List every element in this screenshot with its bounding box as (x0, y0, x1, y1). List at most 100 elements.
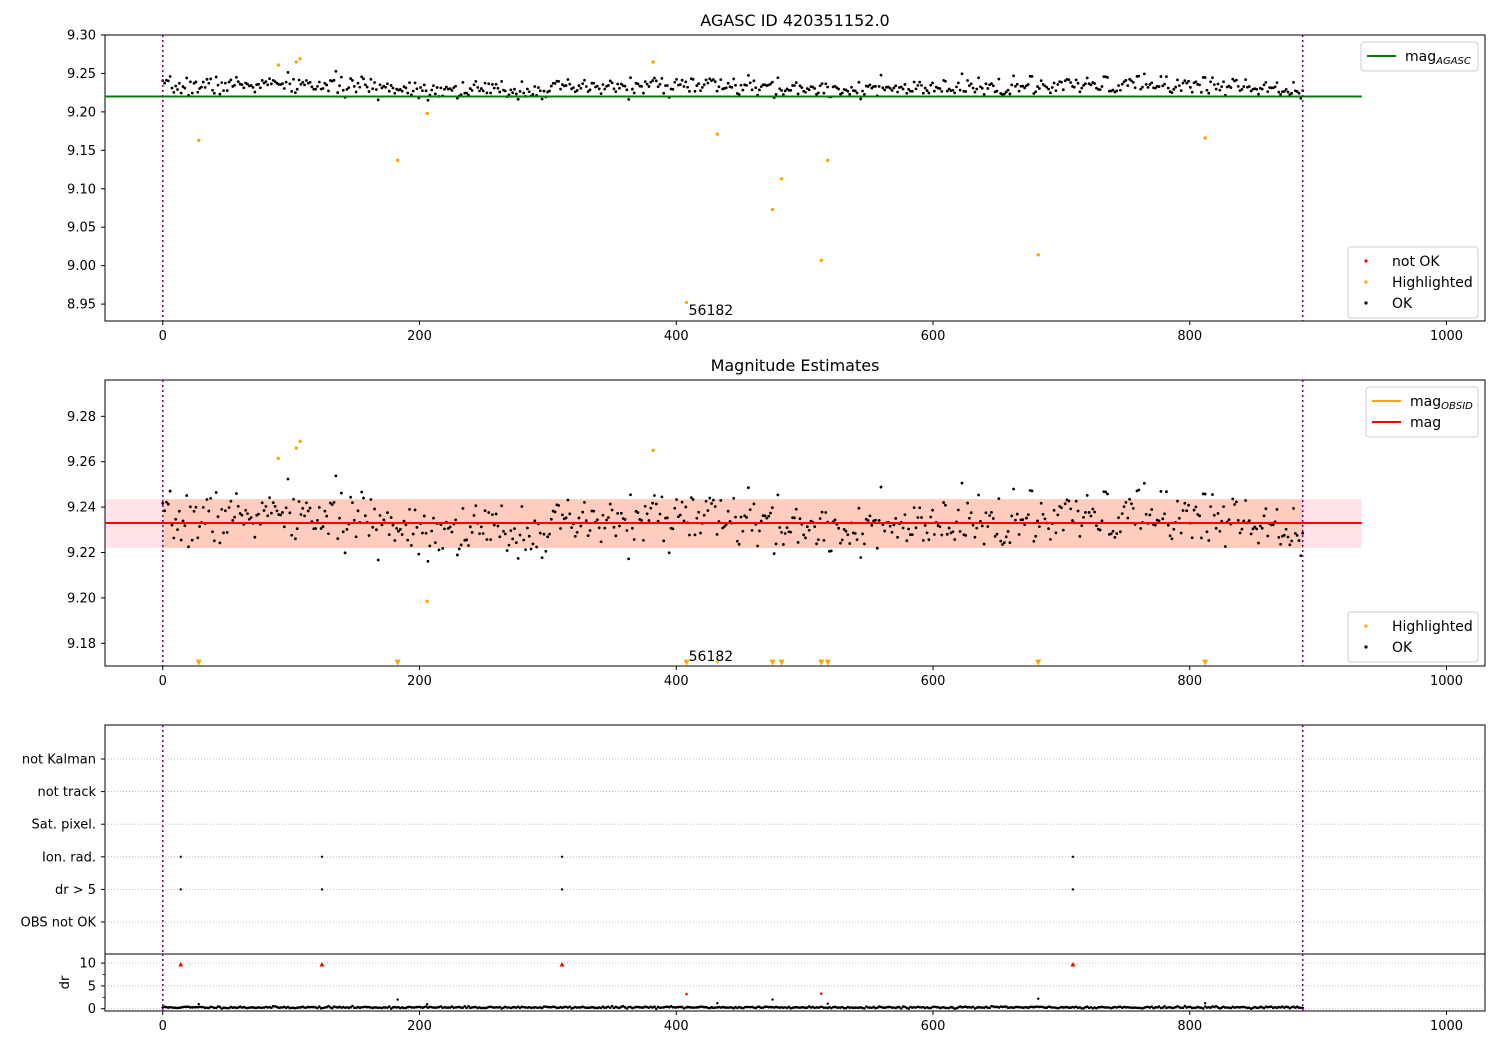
ok-point (290, 90, 294, 93)
ok-point (1118, 530, 1122, 534)
ok-point (630, 87, 634, 91)
x-tick-label: 200 (407, 674, 432, 689)
ok-point (921, 539, 925, 542)
dr-point (1268, 1005, 1271, 1009)
ok-point (166, 79, 170, 83)
ok-point (411, 89, 415, 93)
ok-point (794, 81, 798, 85)
ok-point (840, 91, 844, 95)
ok-point (1052, 508, 1056, 512)
ok-point (270, 82, 273, 86)
dr-point (445, 1006, 448, 1009)
ok-point (1181, 509, 1185, 512)
ok-point (1047, 527, 1050, 531)
ok-point (1183, 79, 1187, 82)
ok-point (1187, 79, 1190, 83)
ok-point (945, 89, 949, 93)
dr-point (327, 1004, 330, 1008)
ok-point (236, 80, 240, 84)
ok-point (1144, 512, 1148, 516)
dr-point (853, 1006, 857, 1009)
ok-point (1106, 76, 1109, 79)
ok-point (367, 534, 371, 537)
ok-point (1216, 512, 1220, 515)
ok-point (168, 489, 172, 493)
dr-point (767, 1005, 770, 1009)
ok-point (211, 88, 214, 92)
ok-point (161, 502, 165, 505)
y-tick-label: 9.30 (67, 29, 96, 44)
dr-point (1117, 1005, 1120, 1009)
x-tick-label: 1000 (1430, 674, 1463, 689)
ok-point (1172, 87, 1176, 91)
ok-point (413, 508, 417, 512)
ok-point (1060, 80, 1063, 84)
dr-point (1229, 1006, 1233, 1010)
ok-point (352, 518, 356, 522)
magnitude-estimates-panel: Magnitude Estimates 0 200 400 600 800 1000 9.18… (67, 356, 1486, 689)
ok-point (818, 517, 822, 520)
flag-row-label: not track (37, 785, 96, 800)
ok-point (693, 533, 697, 537)
ok-point (649, 506, 653, 510)
ok-point (1141, 85, 1144, 89)
ok-point (583, 500, 586, 504)
ok-point (739, 83, 743, 87)
dr-outlier-point (426, 1002, 429, 1006)
dr-point (988, 1006, 991, 1010)
dr-point (303, 1006, 306, 1009)
flag-row-label: OBS not OK (21, 916, 97, 931)
ok-point (172, 90, 176, 94)
ok-point (1198, 514, 1201, 518)
ok-point (1008, 541, 1012, 545)
ok-point (798, 517, 802, 521)
ok-point (826, 85, 829, 89)
flag-point (320, 888, 324, 891)
ok-point (362, 496, 365, 500)
ok-point (796, 92, 800, 96)
dr-point (1144, 1005, 1148, 1009)
ok-point (548, 532, 551, 536)
ok-point (575, 530, 579, 534)
ok-point (1115, 532, 1119, 535)
ok-point (220, 507, 224, 511)
ok-point (489, 91, 492, 95)
ok-point (758, 88, 761, 92)
ok-point (940, 533, 944, 537)
ok-point (444, 85, 448, 89)
ok-point (1192, 508, 1196, 512)
ok-point (584, 85, 588, 88)
ok-point (526, 87, 529, 91)
ok-point (247, 517, 251, 521)
dr-point (1236, 1005, 1240, 1009)
ok-point (649, 80, 653, 84)
ok-point (1157, 519, 1161, 523)
ok-point (966, 79, 969, 82)
ok-point (1249, 532, 1253, 536)
ok-point (542, 532, 546, 536)
ok-point (743, 514, 747, 518)
ok-point (1131, 506, 1135, 510)
ok-point (883, 529, 887, 533)
ok-point (616, 512, 620, 515)
ok-point (717, 85, 721, 89)
dr-point (699, 1005, 702, 1009)
ok-point (1139, 527, 1143, 530)
ok-point (387, 89, 391, 93)
ok-point (927, 91, 931, 95)
ok-point (295, 527, 299, 531)
ok-point (783, 532, 787, 535)
ok-point (748, 508, 752, 512)
ok-point (1056, 513, 1060, 517)
dr-point (270, 1006, 273, 1010)
ok-point (607, 516, 610, 519)
ok-point (321, 87, 325, 90)
ok-point (1006, 530, 1010, 533)
ok-point (682, 85, 686, 88)
ok-point (216, 83, 220, 87)
y-tick-label: 9.20 (67, 591, 96, 606)
ok-point (467, 544, 470, 547)
ok-point (1222, 505, 1225, 508)
dr-point (800, 1005, 804, 1009)
ok-point (1098, 88, 1102, 92)
